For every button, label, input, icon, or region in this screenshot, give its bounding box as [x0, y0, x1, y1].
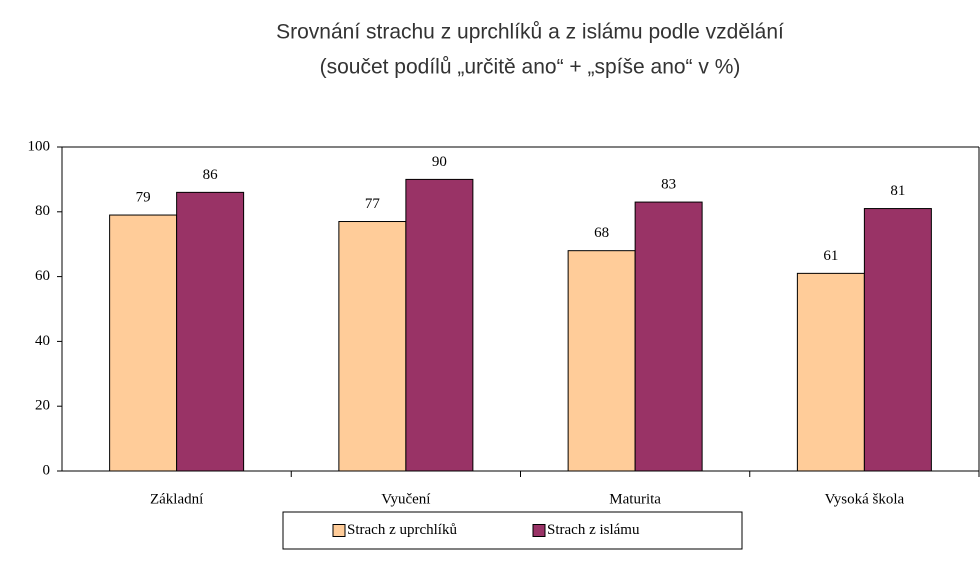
value-label: 79: [136, 189, 151, 205]
x-tick-label: Vyučení: [381, 491, 430, 507]
bar: [109, 214, 178, 472]
bar: [176, 191, 245, 472]
x-tick-label: Základní: [150, 491, 203, 507]
legend-label: Strach z uprchlíků: [347, 522, 457, 538]
x-tick-label: Maturita: [609, 491, 661, 507]
x-tick-label: Vysoká škola: [825, 491, 905, 507]
value-label: 68: [594, 225, 609, 241]
bar: [863, 208, 932, 472]
y-tick-label: 60: [35, 268, 50, 284]
value-label: 83: [661, 177, 676, 193]
y-tick-label: 20: [35, 398, 50, 414]
value-label: 81: [890, 183, 905, 199]
bar: [405, 178, 474, 472]
bar: [796, 272, 865, 472]
y-tick-label: 40: [35, 333, 50, 349]
y-tick-label: 0: [43, 462, 51, 478]
y-tick-label: 100: [28, 138, 51, 154]
y-tick-label: 80: [35, 203, 50, 219]
value-label: 77: [365, 196, 381, 212]
legend-swatch: [532, 524, 546, 537]
legend-label: Strach z islámu: [547, 522, 640, 538]
bar: [338, 221, 407, 472]
bar: [567, 250, 636, 472]
value-label: 61: [823, 248, 838, 264]
legend-swatch: [332, 524, 346, 537]
bar: [634, 201, 703, 472]
value-label: 86: [203, 167, 219, 183]
chart-title: Srovnání strachu z uprchlíků a z islámu …: [276, 21, 784, 44]
value-label: 90: [432, 154, 447, 170]
legend-box: [282, 511, 743, 550]
chart-subtitle: (součet podílů „určitě ano“ + „spíše ano…: [320, 56, 741, 79]
